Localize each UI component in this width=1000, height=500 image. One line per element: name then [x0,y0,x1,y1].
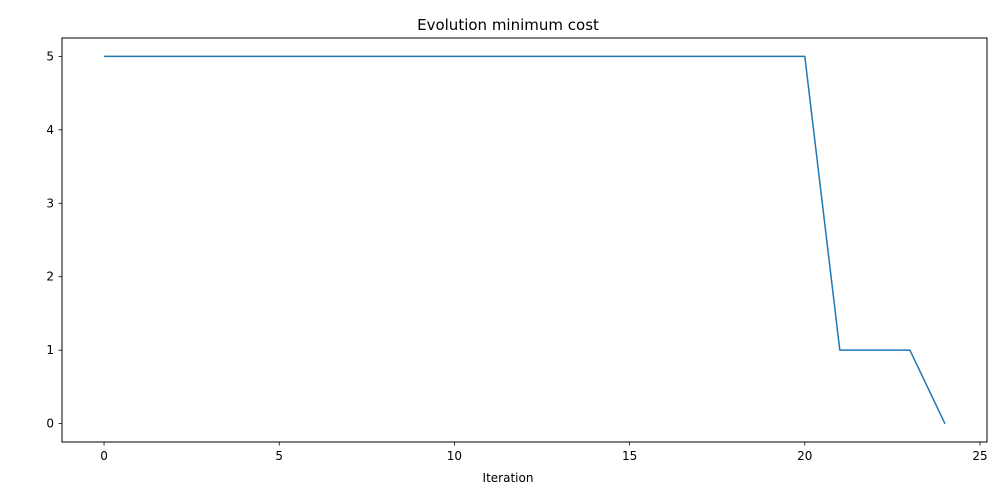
y-tick-label: 4 [46,123,54,137]
series-line-0 [104,55,946,424]
x-tick-label: 25 [972,449,987,463]
y-tick-label: 2 [46,270,54,284]
y-tick-label: 3 [46,196,54,210]
y-tick-label: 1 [46,343,54,357]
plot-frame [61,37,988,443]
chart-title: Evolution minimum cost [417,16,599,34]
x-axis-title: Iteration [483,471,534,485]
x-tick-label: 0 [100,449,108,463]
x-tick-label: 20 [797,449,812,463]
y-tick-label: 5 [46,49,54,63]
plot-area [104,55,946,424]
x-tick-label: 5 [275,449,283,463]
x-tick-label: 10 [447,449,462,463]
y-tick-label: 0 [46,417,54,431]
x-tick-label: 15 [622,449,637,463]
